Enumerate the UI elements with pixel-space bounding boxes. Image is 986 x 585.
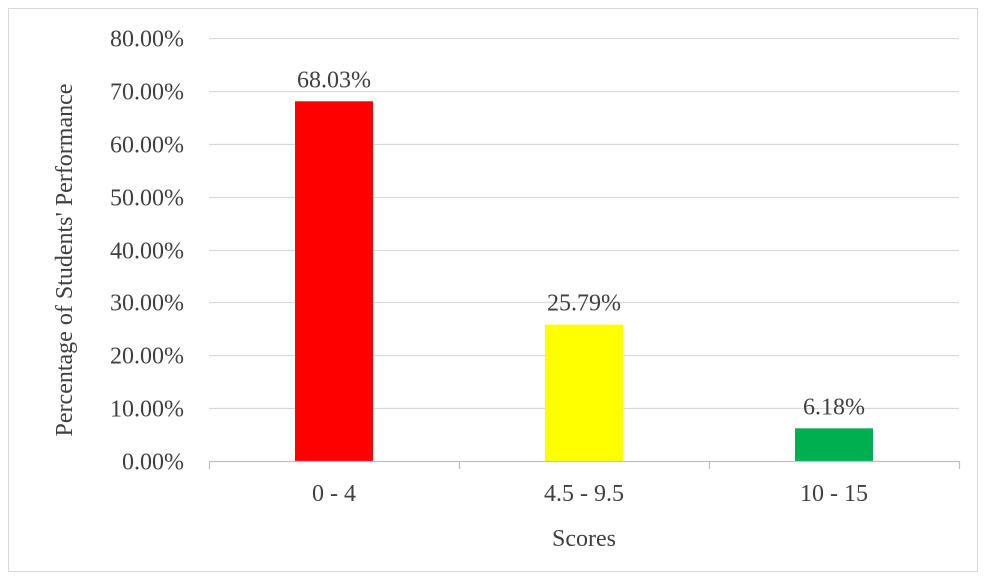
y-tick-label: 70.00% — [110, 80, 184, 106]
bars — [295, 101, 873, 461]
y-tick-label: 30.00% — [110, 291, 184, 317]
y-tick-labels: 0.00% 10.00% 20.00% 30.00% 40.00% 50.00% 60.00… — [110, 27, 184, 476]
bar — [545, 324, 623, 461]
data-label: 68.03% — [297, 67, 371, 93]
chart-border — [8, 8, 978, 572]
x-axis-title: Scores — [552, 526, 616, 552]
bar — [795, 428, 873, 461]
bar — [295, 101, 373, 461]
data-label: 6.18% — [803, 394, 865, 420]
y-tick-label: 10.00% — [110, 397, 184, 423]
x-axis: 0 - 4 4.5 - 9.5 10 - 15 — [208, 460, 961, 507]
data-labels: 68.03% 25.79% 6.18% — [297, 67, 865, 420]
y-tick-label: 80.00% — [110, 27, 184, 53]
y-tick-label: 0.00% — [122, 450, 184, 476]
y-tick-label: 20.00% — [110, 344, 184, 370]
x-tick-label: 0 - 4 — [312, 481, 356, 507]
y-axis-title: Percentage of Students' Performance — [52, 84, 78, 437]
x-tick-label: 4.5 - 9.5 — [544, 481, 624, 507]
y-tick-label: 50.00% — [110, 186, 184, 212]
data-label: 25.79% — [547, 291, 621, 317]
y-tick-label: 60.00% — [110, 133, 184, 159]
x-tick-label: 10 - 15 — [800, 481, 868, 507]
y-tick-label: 40.00% — [110, 239, 184, 265]
